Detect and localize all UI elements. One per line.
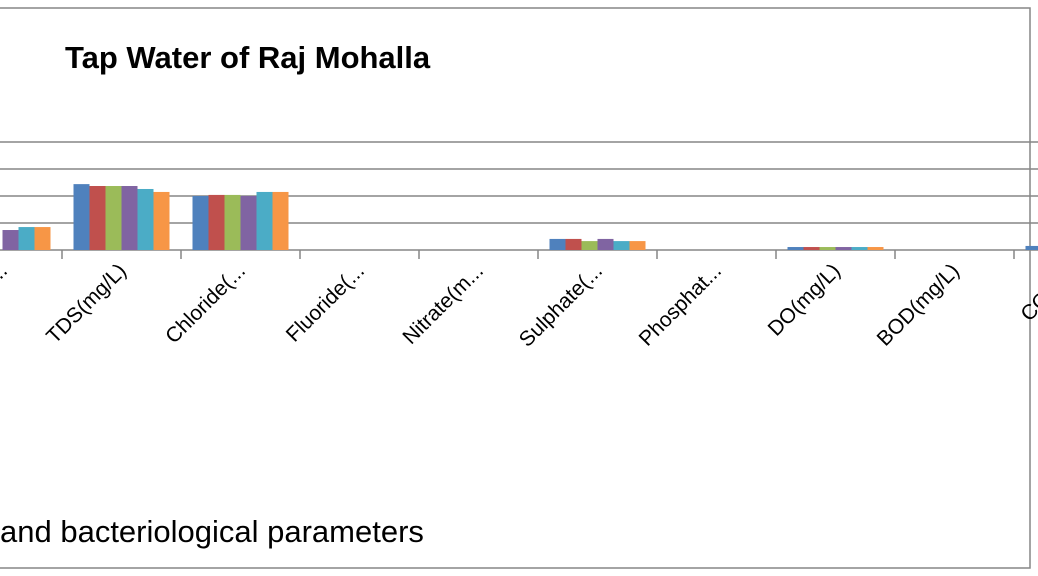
bar <box>549 238 566 250</box>
bar <box>224 194 241 250</box>
x-tick-label: TDS(mg/L) <box>42 259 131 348</box>
x-axis-title: and bacteriological parameters <box>0 514 424 549</box>
bar <box>89 186 106 250</box>
bar <box>629 241 646 250</box>
plot-area: ... TDS(mg/L) Chloride(... Fluoride(... Nitr… <box>0 141 1038 351</box>
bar <box>819 247 836 250</box>
bar <box>192 196 209 250</box>
bar <box>272 191 289 250</box>
bar <box>256 191 273 250</box>
bar <box>597 238 614 250</box>
x-tick-label: Nitrate(m... <box>398 259 488 349</box>
bar <box>581 241 598 250</box>
bar <box>240 196 257 250</box>
bar <box>867 247 884 250</box>
bar <box>787 247 804 250</box>
bar <box>803 247 820 250</box>
chart-frame <box>0 7 1031 569</box>
bar <box>153 191 170 250</box>
x-tick-label: Chloride(... <box>161 259 250 348</box>
x-tick-label: BOD(mg/L) <box>873 259 964 350</box>
bar <box>851 247 868 250</box>
chart-title: Tap Water of Raj Mohalla <box>65 40 431 75</box>
bar <box>105 186 122 250</box>
bar <box>565 238 582 250</box>
x-tick-label: ... <box>0 259 12 288</box>
bar <box>835 247 852 250</box>
bar <box>18 227 35 250</box>
bar <box>613 241 630 250</box>
x-tick-label: DO(mg/L) <box>764 259 845 340</box>
x-tick-label: Phosphat... <box>635 259 726 350</box>
bar <box>34 227 51 250</box>
bar <box>137 188 154 250</box>
bar <box>1025 245 1038 250</box>
x-tick-label: Sulphate(... <box>515 259 607 351</box>
x-tick-label: COD(m <box>1016 259 1038 326</box>
bar <box>208 194 225 250</box>
x-tick-label: Fluoride(... <box>282 259 369 346</box>
bar <box>121 186 138 250</box>
bar <box>73 184 90 250</box>
bar <box>2 230 19 250</box>
